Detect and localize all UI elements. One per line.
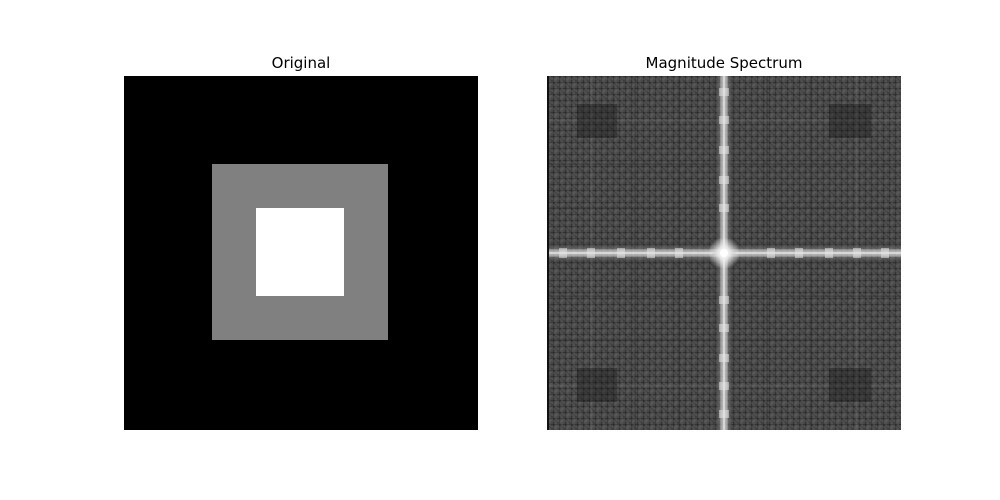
spectrum-left-edge [547, 76, 549, 430]
gray-square [212, 164, 388, 340]
original-title: Original [271, 54, 331, 72]
original-image [124, 76, 478, 430]
spectrum-title: Magnitude Spectrum [645, 54, 803, 72]
original-panel: Original [124, 54, 478, 430]
spectrum-panel: Magnitude Spectrum [547, 54, 901, 430]
magnitude-spectrum-svg [547, 76, 901, 430]
magnitude-spectrum-image [547, 76, 901, 430]
white-square [256, 208, 344, 296]
